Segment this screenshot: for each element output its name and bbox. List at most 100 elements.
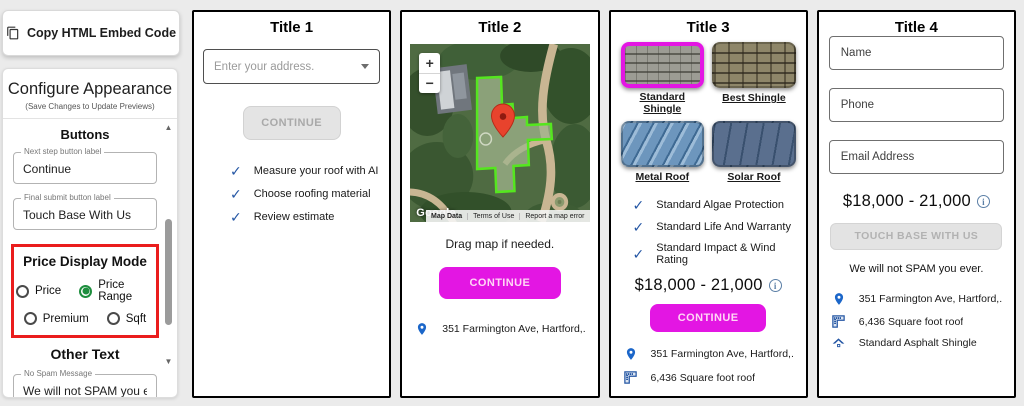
list-item: Choose roofing material: [194, 187, 389, 201]
panel-step-3: Title 3 Standard Shingle Best Shingle Me…: [608, 10, 808, 398]
configure-appearance-subtitle: (Save Changes to Update Previews): [25, 102, 155, 111]
material-option-best-shingle[interactable]: Best Shingle: [712, 42, 796, 117]
roof-size-text: 6,436 Square foot roof: [858, 315, 964, 328]
continue-button[interactable]: CONTINUE: [650, 304, 767, 332]
map-data-link[interactable]: Map Data: [431, 212, 463, 220]
info-icon[interactable]: [768, 279, 782, 292]
report-map-error-link[interactable]: Report a map error: [519, 212, 589, 220]
address-row: 351 Farmington Ave, Hartford,...: [414, 321, 586, 337]
check-icon: [633, 220, 645, 234]
panel-step-4: Title 4 Name Phone Email Address $18,000…: [816, 10, 1016, 398]
shingle-type-text: Standard Asphalt Shingle: [858, 337, 977, 349]
chevron-down-icon: [361, 64, 370, 69]
buttons-section-heading: Buttons: [60, 127, 110, 142]
material-option-metal-roof[interactable]: Metal Roof: [620, 121, 705, 185]
info-icon[interactable]: [976, 195, 990, 208]
material-option-standard-shingle[interactable]: Standard Shingle: [620, 42, 705, 117]
price-text: $18,000 - 21,000: [842, 192, 971, 210]
checklist-text: Measure your roof with AI: [253, 165, 379, 177]
radio-price-range[interactable]: Price Range: [79, 279, 154, 303]
next-step-label-field[interactable]: Next step button label Continue: [13, 147, 157, 184]
radio-circle[interactable]: [23, 312, 37, 325]
metal-roof-label[interactable]: Metal Roof: [635, 171, 690, 183]
checklist-text: Choose roofing material: [253, 188, 371, 200]
name-field[interactable]: Name: [828, 36, 1004, 70]
continue-button[interactable]: CONTINUE: [438, 267, 561, 299]
solar-roof-swatch[interactable]: [712, 121, 796, 167]
other-text-heading: Other Text: [50, 346, 120, 362]
radio-price[interactable]: Price: [16, 279, 61, 303]
copy-embed-code-label: Copy HTML Embed Code: [26, 26, 177, 40]
address-text: 351 Farmington Ave, Hartford,...: [650, 348, 794, 360]
price-estimate-row: $18,000 - 21,000: [819, 192, 1014, 211]
satellite-map-image: [410, 44, 590, 222]
best-shingle-label[interactable]: Best Shingle: [722, 92, 786, 104]
feature-text: Standard Impact & Wind Rating: [656, 242, 776, 266]
radio-circle[interactable]: [106, 312, 120, 325]
phone-field[interactable]: Phone: [828, 88, 1004, 122]
material-option-solar-roof[interactable]: Solar Roof: [712, 121, 796, 185]
panel-step-2: Title 2: [400, 10, 600, 398]
configure-appearance-card: Configure Appearance (Save Changes to Up…: [2, 68, 178, 398]
location-pin-icon: [414, 321, 430, 337]
panel4-title: Title 4: [894, 19, 938, 36]
settings-scroll-area: Buttons Next step button label Continue …: [3, 118, 177, 397]
scroll-up-icon[interactable]: ▲: [164, 123, 173, 132]
preview-panels: Title 1 Enter your address. CONTINUE Mea…: [192, 10, 1016, 398]
feature-list: Standard Algae Protection Standard Life …: [611, 198, 806, 266]
check-icon: [230, 210, 242, 224]
scroll-down-icon[interactable]: ▼: [164, 357, 173, 366]
email-field[interactable]: Email Address: [828, 140, 1004, 174]
address-text: 351 Farmington Ave, Hartford,...: [442, 323, 586, 335]
panel3-title: Title 3: [686, 19, 730, 36]
map-attribution: Map Data Terms of Use Report a map error: [426, 210, 590, 222]
sidebar-scrollbar[interactable]: ▲ ▼: [163, 123, 174, 366]
solar-roof-label[interactable]: Solar Roof: [727, 171, 781, 183]
zoom-out-button[interactable]: −: [425, 75, 434, 92]
ruler-icon: [623, 370, 639, 385]
final-submit-label-field[interactable]: Final submit button label Touch Base Wit…: [13, 193, 157, 230]
best-shingle-swatch[interactable]: [712, 42, 796, 88]
continue-button-disabled[interactable]: CONTINUE: [242, 106, 341, 140]
radio-circle-selected[interactable]: [79, 284, 93, 298]
ruler-icon: [831, 314, 847, 329]
feature-text: Standard Algae Protection: [656, 199, 785, 211]
radio-premium-label: Premium: [42, 312, 89, 325]
radio-sqft[interactable]: Sqft: [106, 312, 147, 325]
address-row: 351 Farmington Ave, Hartford,...: [831, 291, 1002, 307]
no-spam-field-value[interactable]: We will not SPAM you ever.: [23, 384, 147, 398]
location-pin-icon: [623, 346, 639, 362]
roof-map[interactable]: + − Google Map Data Terms of Use Report …: [410, 44, 590, 222]
name-placeholder: Name: [840, 47, 872, 59]
next-step-field-value[interactable]: Continue: [23, 162, 72, 176]
panel1-title: Title 1: [270, 19, 314, 36]
list-item: Standard Algae Protection: [611, 198, 806, 212]
address-placeholder: Enter your address.: [214, 60, 315, 73]
list-item: Standard Life And Warranty: [611, 220, 806, 234]
copy-icon: [7, 26, 19, 40]
copy-embed-code-button[interactable]: Copy HTML Embed Code: [2, 10, 180, 56]
radio-price-range-label: Price Range: [98, 279, 133, 303]
radio-premium[interactable]: Premium: [23, 312, 89, 325]
metal-roof-swatch[interactable]: [620, 121, 705, 167]
standard-shingle-label[interactable]: Standard Shingle: [639, 91, 686, 115]
no-spam-message-field[interactable]: No Spam Message We will not SPAM you eve…: [13, 369, 157, 398]
standard-shingle-swatch[interactable]: [620, 42, 705, 88]
radio-sqft-label: Sqft: [125, 312, 147, 325]
zoom-in-button[interactable]: +: [419, 53, 441, 74]
feature-text: Standard Life And Warranty: [656, 221, 791, 233]
material-grid: Standard Shingle Best Shingle Metal Roof…: [620, 42, 796, 185]
address-select[interactable]: Enter your address.: [203, 49, 381, 84]
price-display-mode-highlight: Price Display Mode Price Price Range Pre…: [11, 244, 159, 338]
touch-base-button-disabled[interactable]: TOUCH BASE WITH US: [830, 223, 1003, 250]
config-sidebar: Copy HTML Embed Code Configure Appearanc…: [2, 0, 182, 406]
scrollbar-thumb[interactable]: [165, 219, 172, 325]
radio-circle[interactable]: [16, 284, 29, 298]
next-step-field-label: Next step button label: [21, 147, 105, 156]
panel-step-1: Title 1 Enter your address. CONTINUE Mea…: [192, 10, 392, 398]
list-item: Standard Impact & Wind Rating: [611, 242, 806, 266]
drag-map-hint: Drag map if needed.: [445, 237, 555, 251]
terms-of-use-link[interactable]: Terms of Use: [467, 212, 519, 220]
check-icon: [633, 247, 645, 261]
final-submit-field-value[interactable]: Touch Base With Us: [23, 208, 132, 222]
